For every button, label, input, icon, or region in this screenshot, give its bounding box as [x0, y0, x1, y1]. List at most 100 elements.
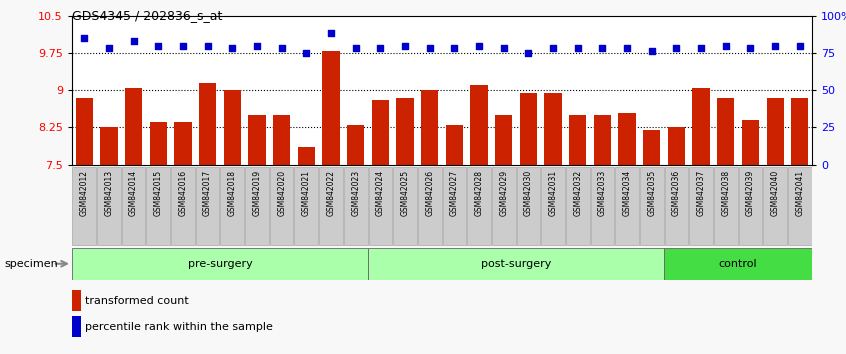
Point: [398, 43, 412, 48]
Text: GSM842017: GSM842017: [203, 170, 212, 216]
FancyBboxPatch shape: [122, 167, 146, 245]
Bar: [397, 98, 414, 165]
Bar: [273, 115, 290, 165]
Text: specimen: specimen: [4, 259, 58, 269]
Point: [571, 45, 585, 51]
Bar: [101, 127, 118, 165]
Bar: [249, 115, 266, 165]
Text: GSM842015: GSM842015: [154, 170, 162, 216]
Point: [645, 48, 658, 53]
FancyBboxPatch shape: [566, 167, 590, 245]
Point: [670, 45, 684, 51]
FancyBboxPatch shape: [146, 167, 170, 245]
Text: GSM842030: GSM842030: [524, 170, 533, 216]
FancyBboxPatch shape: [294, 167, 318, 245]
Point: [324, 30, 338, 36]
Bar: [150, 122, 167, 165]
Point: [423, 45, 437, 51]
FancyBboxPatch shape: [665, 167, 689, 245]
Bar: [298, 147, 315, 165]
Text: GSM842036: GSM842036: [672, 170, 681, 216]
FancyBboxPatch shape: [615, 167, 639, 245]
FancyBboxPatch shape: [343, 167, 367, 245]
FancyBboxPatch shape: [368, 248, 664, 280]
Point: [102, 45, 116, 51]
Bar: [643, 130, 661, 165]
FancyBboxPatch shape: [171, 167, 195, 245]
FancyBboxPatch shape: [221, 167, 244, 245]
Point: [497, 45, 510, 51]
Bar: [174, 122, 191, 165]
Text: GSM842027: GSM842027: [450, 170, 459, 216]
Bar: [766, 98, 783, 165]
Bar: [72, 290, 80, 311]
Point: [448, 45, 461, 51]
FancyBboxPatch shape: [517, 167, 541, 245]
Bar: [693, 88, 710, 165]
Text: GSM842025: GSM842025: [400, 170, 409, 216]
Point: [793, 43, 806, 48]
Text: GSM842016: GSM842016: [179, 170, 188, 216]
Text: GSM842029: GSM842029: [499, 170, 508, 216]
Point: [374, 45, 387, 51]
Point: [201, 43, 214, 48]
Point: [522, 50, 536, 56]
FancyBboxPatch shape: [418, 167, 442, 245]
Point: [547, 45, 560, 51]
FancyBboxPatch shape: [664, 248, 812, 280]
Bar: [791, 98, 809, 165]
Bar: [717, 98, 734, 165]
FancyBboxPatch shape: [640, 167, 663, 245]
Text: GSM842023: GSM842023: [351, 170, 360, 216]
FancyBboxPatch shape: [442, 167, 466, 245]
Point: [719, 43, 733, 48]
FancyBboxPatch shape: [739, 167, 762, 245]
Text: GSM842032: GSM842032: [574, 170, 582, 216]
FancyBboxPatch shape: [393, 167, 417, 245]
Point: [596, 45, 609, 51]
Bar: [421, 90, 438, 165]
Bar: [223, 90, 241, 165]
Bar: [667, 127, 685, 165]
Text: GSM842014: GSM842014: [129, 170, 138, 216]
Point: [176, 43, 190, 48]
Text: control: control: [719, 259, 757, 269]
Text: GSM842038: GSM842038: [722, 170, 730, 216]
Bar: [322, 51, 339, 165]
Bar: [618, 113, 635, 165]
Text: pre-surgery: pre-surgery: [188, 259, 252, 269]
Text: GSM842034: GSM842034: [623, 170, 632, 216]
Text: GSM842019: GSM842019: [252, 170, 261, 216]
Text: GSM842040: GSM842040: [771, 170, 780, 216]
Bar: [446, 125, 463, 165]
Point: [695, 45, 708, 51]
FancyBboxPatch shape: [270, 167, 294, 245]
FancyBboxPatch shape: [245, 167, 269, 245]
Bar: [470, 85, 487, 165]
Text: post-surgery: post-surgery: [481, 259, 552, 269]
Text: GSM842028: GSM842028: [475, 170, 484, 216]
Point: [151, 43, 165, 48]
Point: [275, 45, 288, 51]
Text: GSM842024: GSM842024: [376, 170, 385, 216]
FancyBboxPatch shape: [467, 167, 491, 245]
Bar: [519, 93, 537, 165]
Text: GSM842021: GSM842021: [302, 170, 310, 216]
Text: GSM842020: GSM842020: [277, 170, 286, 216]
Bar: [742, 120, 759, 165]
Text: transformed count: transformed count: [85, 296, 189, 306]
Bar: [594, 115, 611, 165]
Bar: [347, 125, 365, 165]
Text: GDS4345 / 202836_s_at: GDS4345 / 202836_s_at: [72, 9, 222, 22]
Text: percentile rank within the sample: percentile rank within the sample: [85, 321, 273, 332]
Point: [127, 38, 140, 44]
FancyBboxPatch shape: [73, 167, 96, 245]
Bar: [72, 316, 80, 337]
Text: GSM842033: GSM842033: [598, 170, 607, 216]
Text: GSM842031: GSM842031: [548, 170, 558, 216]
Point: [349, 45, 362, 51]
Text: GSM842035: GSM842035: [647, 170, 656, 216]
FancyBboxPatch shape: [714, 167, 738, 245]
FancyBboxPatch shape: [591, 167, 614, 245]
Text: GSM842013: GSM842013: [104, 170, 113, 216]
